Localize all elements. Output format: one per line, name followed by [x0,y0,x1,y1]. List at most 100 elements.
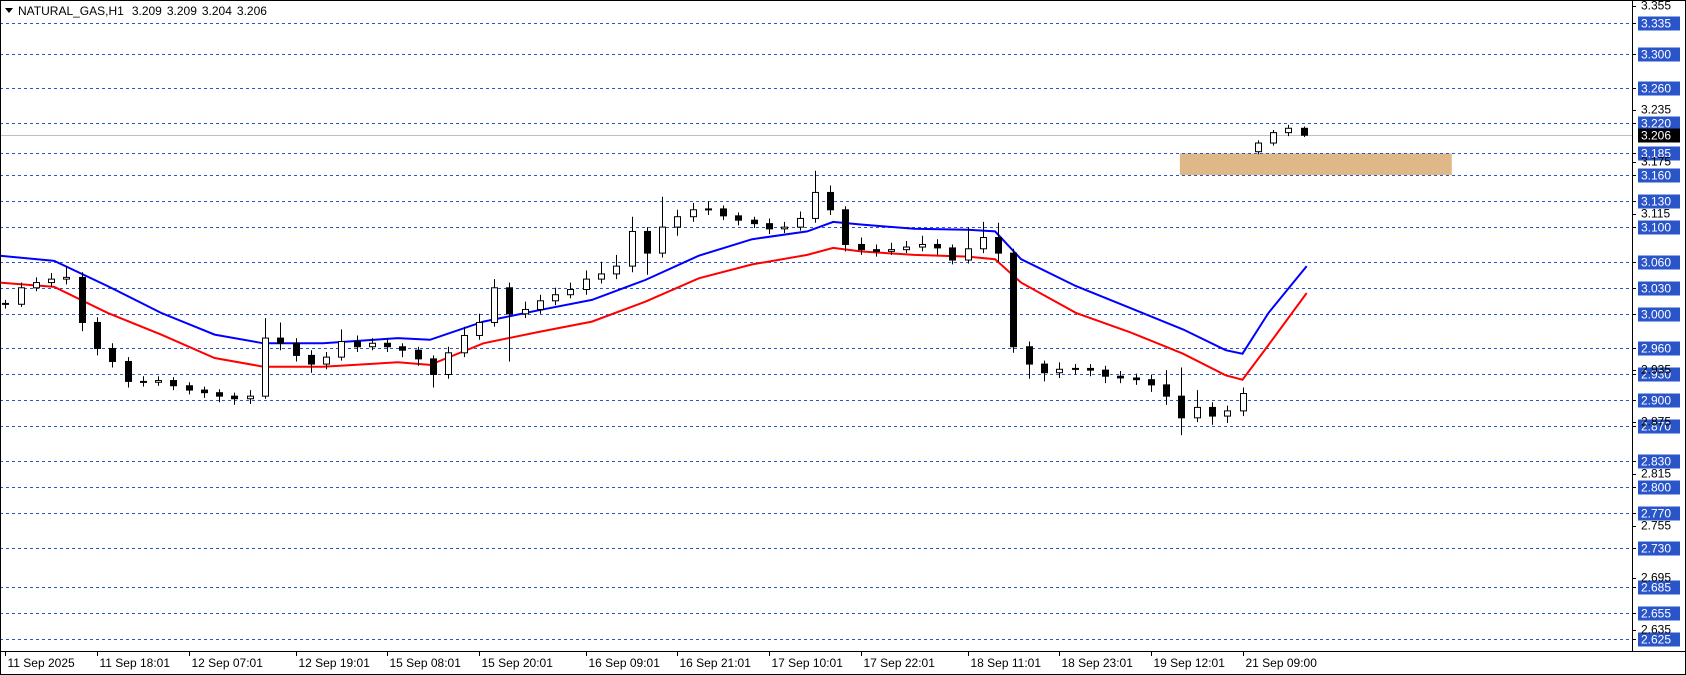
candle-body [48,278,55,284]
candle-body [537,300,544,310]
y-tick-label: 3.355 [1641,0,1671,13]
ma-line [0,220,1308,355]
candle-body [445,352,452,375]
level-label: 2.870 [1641,420,1671,434]
candle-body [186,385,193,391]
candle-body [1194,406,1201,419]
level-label: 2.800 [1641,481,1671,495]
ohlc-open: 3.209 [132,4,162,18]
candle-body [415,349,422,360]
level-label-bg [1638,606,1680,621]
candle-body [827,191,834,211]
candle-body [980,237,987,250]
candle-body [201,389,208,394]
level-label-bg [1638,194,1680,209]
level-label-bg [1638,506,1680,521]
level-label-bg [1638,146,1680,161]
candle-body [1133,377,1140,381]
level-label: 2.830 [1641,455,1671,469]
candle-body [140,380,147,383]
menu-arrow [5,8,13,13]
level-label-bg [1638,454,1680,469]
candle-body [155,380,162,383]
candle-body [262,337,269,397]
candle-body [1301,127,1308,136]
y-tick-label: 3.115 [1641,207,1670,221]
candle-body [705,208,712,211]
symbol: NATURAL_GAS,H1 [18,4,124,18]
zone [1179,153,1452,176]
level-label-bg [1638,393,1680,408]
y-tick-label: 2.695 [1641,571,1671,585]
level-label-bg [1638,307,1680,322]
candle-body [216,392,223,397]
candle-body [293,342,300,356]
candle-body [125,360,132,382]
candle-body [109,347,116,362]
plot-area [0,23,1632,640]
x-tick-label: 15 Sep 08:01 [390,656,462,670]
x-tick-label: 17 Sep 22:01 [864,656,936,670]
x-tick-label: 11 Sep 18:01 [100,656,171,670]
candle-body [247,395,254,400]
level-label: 3.335 [1641,17,1671,31]
candle-body [888,249,895,252]
candle-body [751,219,758,225]
level-label: 3.185 [1641,147,1671,161]
candle-body [1285,127,1292,134]
candle-body [919,243,926,248]
candle-body [934,243,941,249]
candle-body [63,276,70,280]
level-label: 2.685 [1641,581,1671,595]
level-label: 3.100 [1641,221,1671,235]
candle-body [735,215,742,221]
level-label: 3.130 [1641,195,1671,209]
candle-body [598,273,605,280]
current-price-label: 3.206 [1641,129,1671,143]
x-tick-label: 19 Sep 12:01 [1154,656,1226,670]
level-label: 3.060 [1641,256,1671,270]
level-label-bg [1638,116,1680,131]
ohlc-high: 3.209 [167,4,197,18]
candle-body [965,248,972,261]
candle-body [812,191,819,219]
candle-body [369,342,376,348]
y-tick-label: 3.175 [1641,155,1671,169]
level-label-bg [1638,255,1680,270]
level-label: 3.160 [1641,169,1671,183]
candle-body [79,276,86,323]
level-label-bg [1638,220,1680,235]
ohlc-close: 3.206 [237,4,267,18]
level-label-bg [1638,281,1680,296]
level-label: 2.960 [1641,342,1671,356]
level-label-bg [1638,580,1680,595]
ma-line [0,246,1308,381]
level-label: 3.260 [1641,82,1671,96]
candle-body [1209,406,1216,417]
level-label-bg [1638,541,1680,556]
x-tick-label: 11 Sep 2025 [8,656,75,670]
candle-body [1224,410,1231,417]
candle-body [506,287,513,315]
candle-body [170,380,177,387]
candle-body [94,321,101,349]
x-tick-label: 16 Sep 09:01 [589,656,661,670]
x-tick-label: 12 Sep 07:01 [192,656,264,670]
candle-body [308,354,315,365]
candle-body [18,287,25,305]
level-label-bg [1638,341,1680,356]
candle-body [1117,375,1124,379]
x-tick-label: 21 Sep 09:00 [1246,656,1318,670]
candle-body [1026,346,1033,365]
level-label-bg [1638,419,1680,434]
candle-body [644,230,651,254]
candle-body [629,230,636,267]
candle-body [1087,367,1094,371]
level-label-bg [1638,168,1680,183]
candle-body [659,226,666,254]
candle-body [583,278,590,291]
candle-body [766,223,773,230]
